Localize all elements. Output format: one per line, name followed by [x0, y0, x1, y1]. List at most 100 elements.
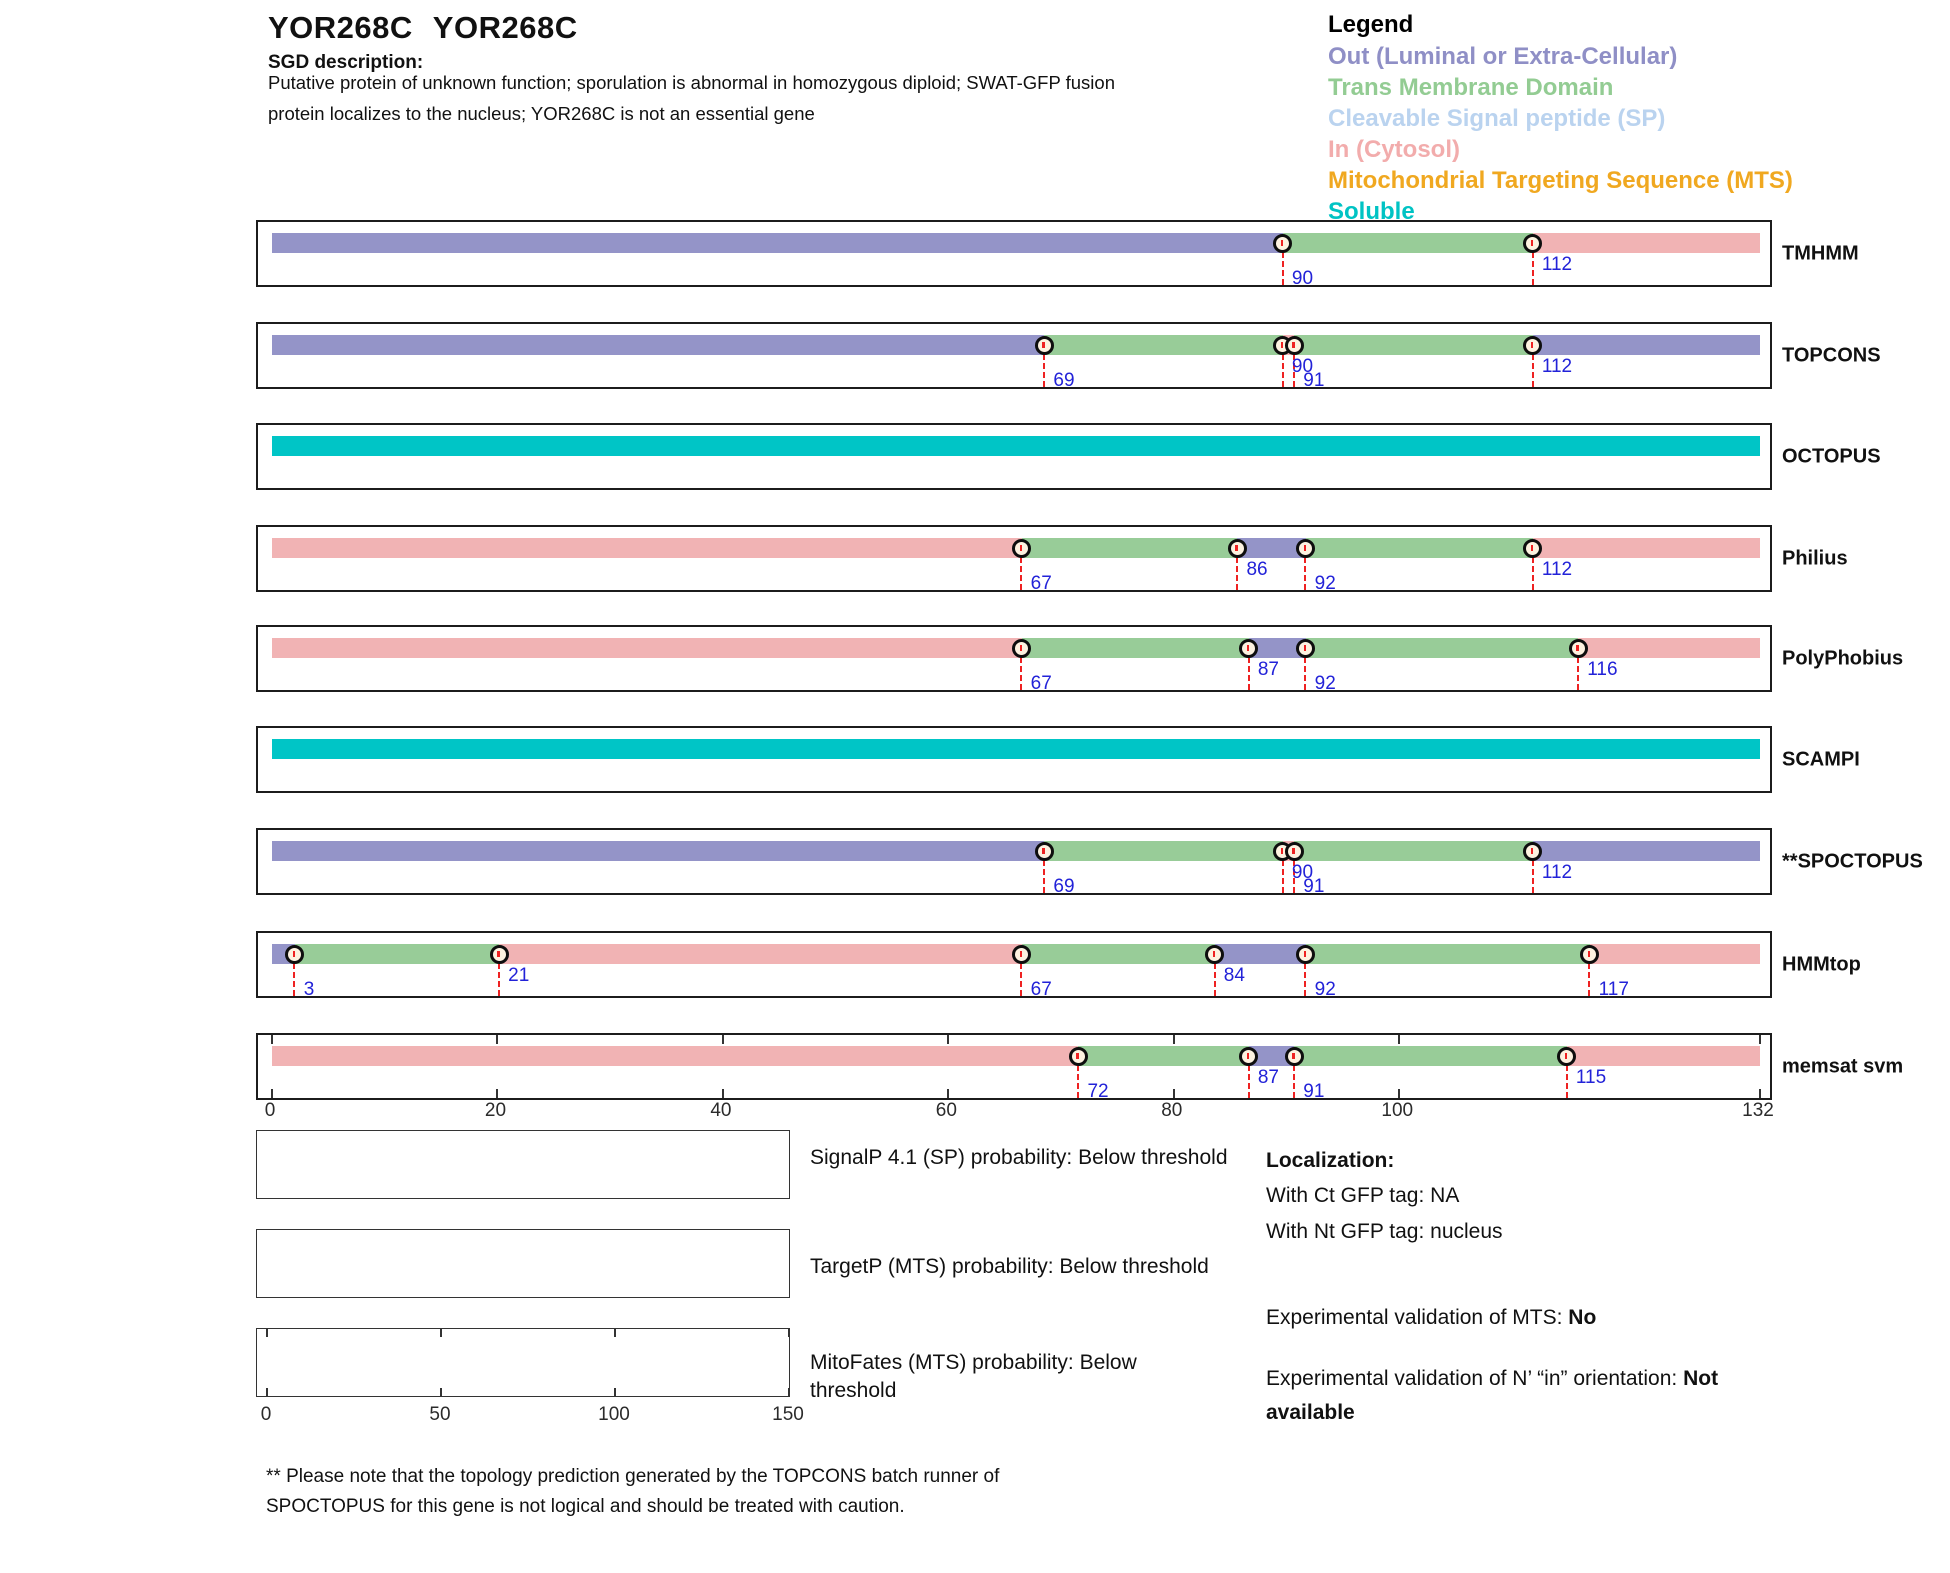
scale-tick-top [496, 1035, 499, 1044]
probability-plot-signalp [256, 1130, 790, 1199]
probability-tick-bottom [266, 1388, 268, 1396]
marker-dash [1076, 1052, 1079, 1059]
boundary-position-label: 67 [1030, 979, 1052, 1000]
segment-tm [1294, 841, 1533, 861]
scale-tick-bottom [271, 1089, 273, 1098]
probability-plot-label-2: TargetP (MTS) probability: Below thresho… [810, 1255, 1209, 1278]
boundary-marker [1523, 233, 1543, 253]
marker-dash [1530, 847, 1534, 854]
boundary-position-label: 67 [1030, 573, 1052, 594]
legend-item-trans-membrane-domain: Trans Membrane Domain [1328, 74, 1614, 101]
marker-dash [1246, 644, 1250, 651]
probability-tick-bottom [440, 1388, 442, 1396]
boundary-guide-line [1247, 648, 1250, 690]
probability-tick-bottom [614, 1388, 616, 1396]
sequence-axis-label: 60 [935, 1100, 957, 1121]
sgd-description-line-2: protein localizes to the nucleus; YOR268… [268, 103, 815, 124]
boundary-position-label: 117 [1598, 979, 1629, 1000]
boundary-guide-line [1213, 954, 1216, 996]
boundary-guide-line [497, 954, 500, 996]
boundary-position-label: 84 [1223, 965, 1245, 986]
segment-tm [1294, 1046, 1567, 1066]
boundary-marker [1523, 335, 1543, 355]
probability-tick-top [788, 1329, 790, 1337]
segment-tm [1294, 335, 1533, 355]
boundary-position-label: 116 [1587, 659, 1618, 680]
segment-out [1532, 335, 1760, 355]
boundary-guide-line [1236, 548, 1239, 590]
segment-soluble [272, 436, 1760, 456]
boundary-guide-line [293, 954, 296, 996]
marker-dash [497, 950, 500, 957]
legend-item-cleavable-signal-peptide-sp: Cleavable Signal peptide (SP) [1328, 105, 1666, 132]
segment-tm [1305, 944, 1590, 964]
segment-out [272, 335, 1045, 355]
boundary-guide-line [1020, 648, 1023, 690]
mts-validation-value: No [1568, 1306, 1597, 1329]
ct-gfp-tag-result: With Ct GFP tag: NA [1266, 1184, 1460, 1207]
page-title: YOR268C YOR268C [268, 10, 578, 46]
boundary-position-label: 92 [1314, 979, 1336, 1000]
boundary-position-label: 112 [1541, 254, 1573, 275]
probability-plot-label-1: SignalP 4.1 (SP) probability: Below thre… [810, 1146, 1228, 1169]
boundary-guide-line [1043, 345, 1046, 387]
boundary-position-label: 72 [1087, 1081, 1109, 1102]
marker-dash [1019, 644, 1023, 651]
sequence-axis-label: 100 [1381, 1100, 1414, 1121]
boundary-position-label: 3 [303, 979, 315, 1000]
spoctopus-caution-note-line-2: SPOCTOPUS for this gene is not logical a… [266, 1496, 905, 1517]
legend: Legend Out (Luminal or Extra-Cellular) Tr… [1328, 8, 1793, 227]
segment-out [272, 841, 1045, 861]
track-box-scampi [256, 726, 1772, 793]
marker-dash [1042, 847, 1045, 854]
segment-in [272, 638, 1022, 658]
boundary-marker [1012, 944, 1032, 964]
marker-dash [1530, 239, 1534, 246]
marker-dash [1280, 239, 1284, 246]
scale-tick-top [271, 1035, 273, 1044]
boundary-marker [1273, 233, 1293, 253]
scale-tick-bottom [947, 1089, 950, 1098]
probability-axis-label: 150 [772, 1404, 804, 1425]
segment-tm [1021, 538, 1238, 558]
boundary-marker [1012, 538, 1032, 558]
segment-out [1248, 1046, 1295, 1066]
track-label-scampi: SCAMPI [1782, 748, 1860, 770]
sequence-axis-label: 80 [1161, 1100, 1183, 1121]
marker-dash [1292, 341, 1295, 348]
marker-dash [1042, 341, 1045, 348]
mts-validation-result: Experimental validation of MTS: No [1266, 1306, 1596, 1330]
boundary-guide-line [1293, 345, 1296, 387]
scale-tick-top [721, 1035, 724, 1044]
track-box-hmmtop: 3 21 67 84 92 117 [256, 931, 1772, 1000]
spoctopus-caution-note-line-1: ** Please note that the topology predict… [266, 1466, 1000, 1487]
segment-tm [1021, 638, 1249, 658]
boundary-position-label: 112 [1541, 862, 1573, 883]
nt-gfp-tag-result: With Nt GFP tag: nucleus [1266, 1220, 1503, 1243]
probability-tick-top [440, 1329, 442, 1337]
sequence-axis-label: 0 [264, 1100, 276, 1121]
probability-axis-label: 50 [429, 1404, 451, 1425]
segment-in [499, 944, 1022, 964]
segment-tm [1305, 638, 1579, 658]
orientation-validation-value: Not available [1266, 1367, 1719, 1424]
marker-dash [292, 950, 296, 957]
segment-soluble [272, 739, 1760, 759]
track-box-topcons: 69 90 91 112 [256, 322, 1772, 391]
marker-dash [1019, 544, 1023, 551]
track-box-tmhmm: 90 112 [256, 220, 1772, 289]
segment-tm [1044, 335, 1283, 355]
boundary-guide-line [1020, 548, 1023, 590]
marker-dash [1280, 847, 1284, 854]
boundary-position-label: 90 [1291, 268, 1314, 289]
segment-in [1589, 944, 1760, 964]
boundary-guide-line [1020, 954, 1023, 996]
boundary-marker [1284, 841, 1304, 861]
boundary-marker [1580, 944, 1600, 964]
boundary-marker [1296, 638, 1316, 658]
boundary-marker [1296, 944, 1316, 964]
track-label-philius: Philius [1782, 547, 1848, 569]
scale-tick-top [1398, 1035, 1401, 1044]
track-box-philius: 67 86 92 112 [256, 525, 1772, 594]
